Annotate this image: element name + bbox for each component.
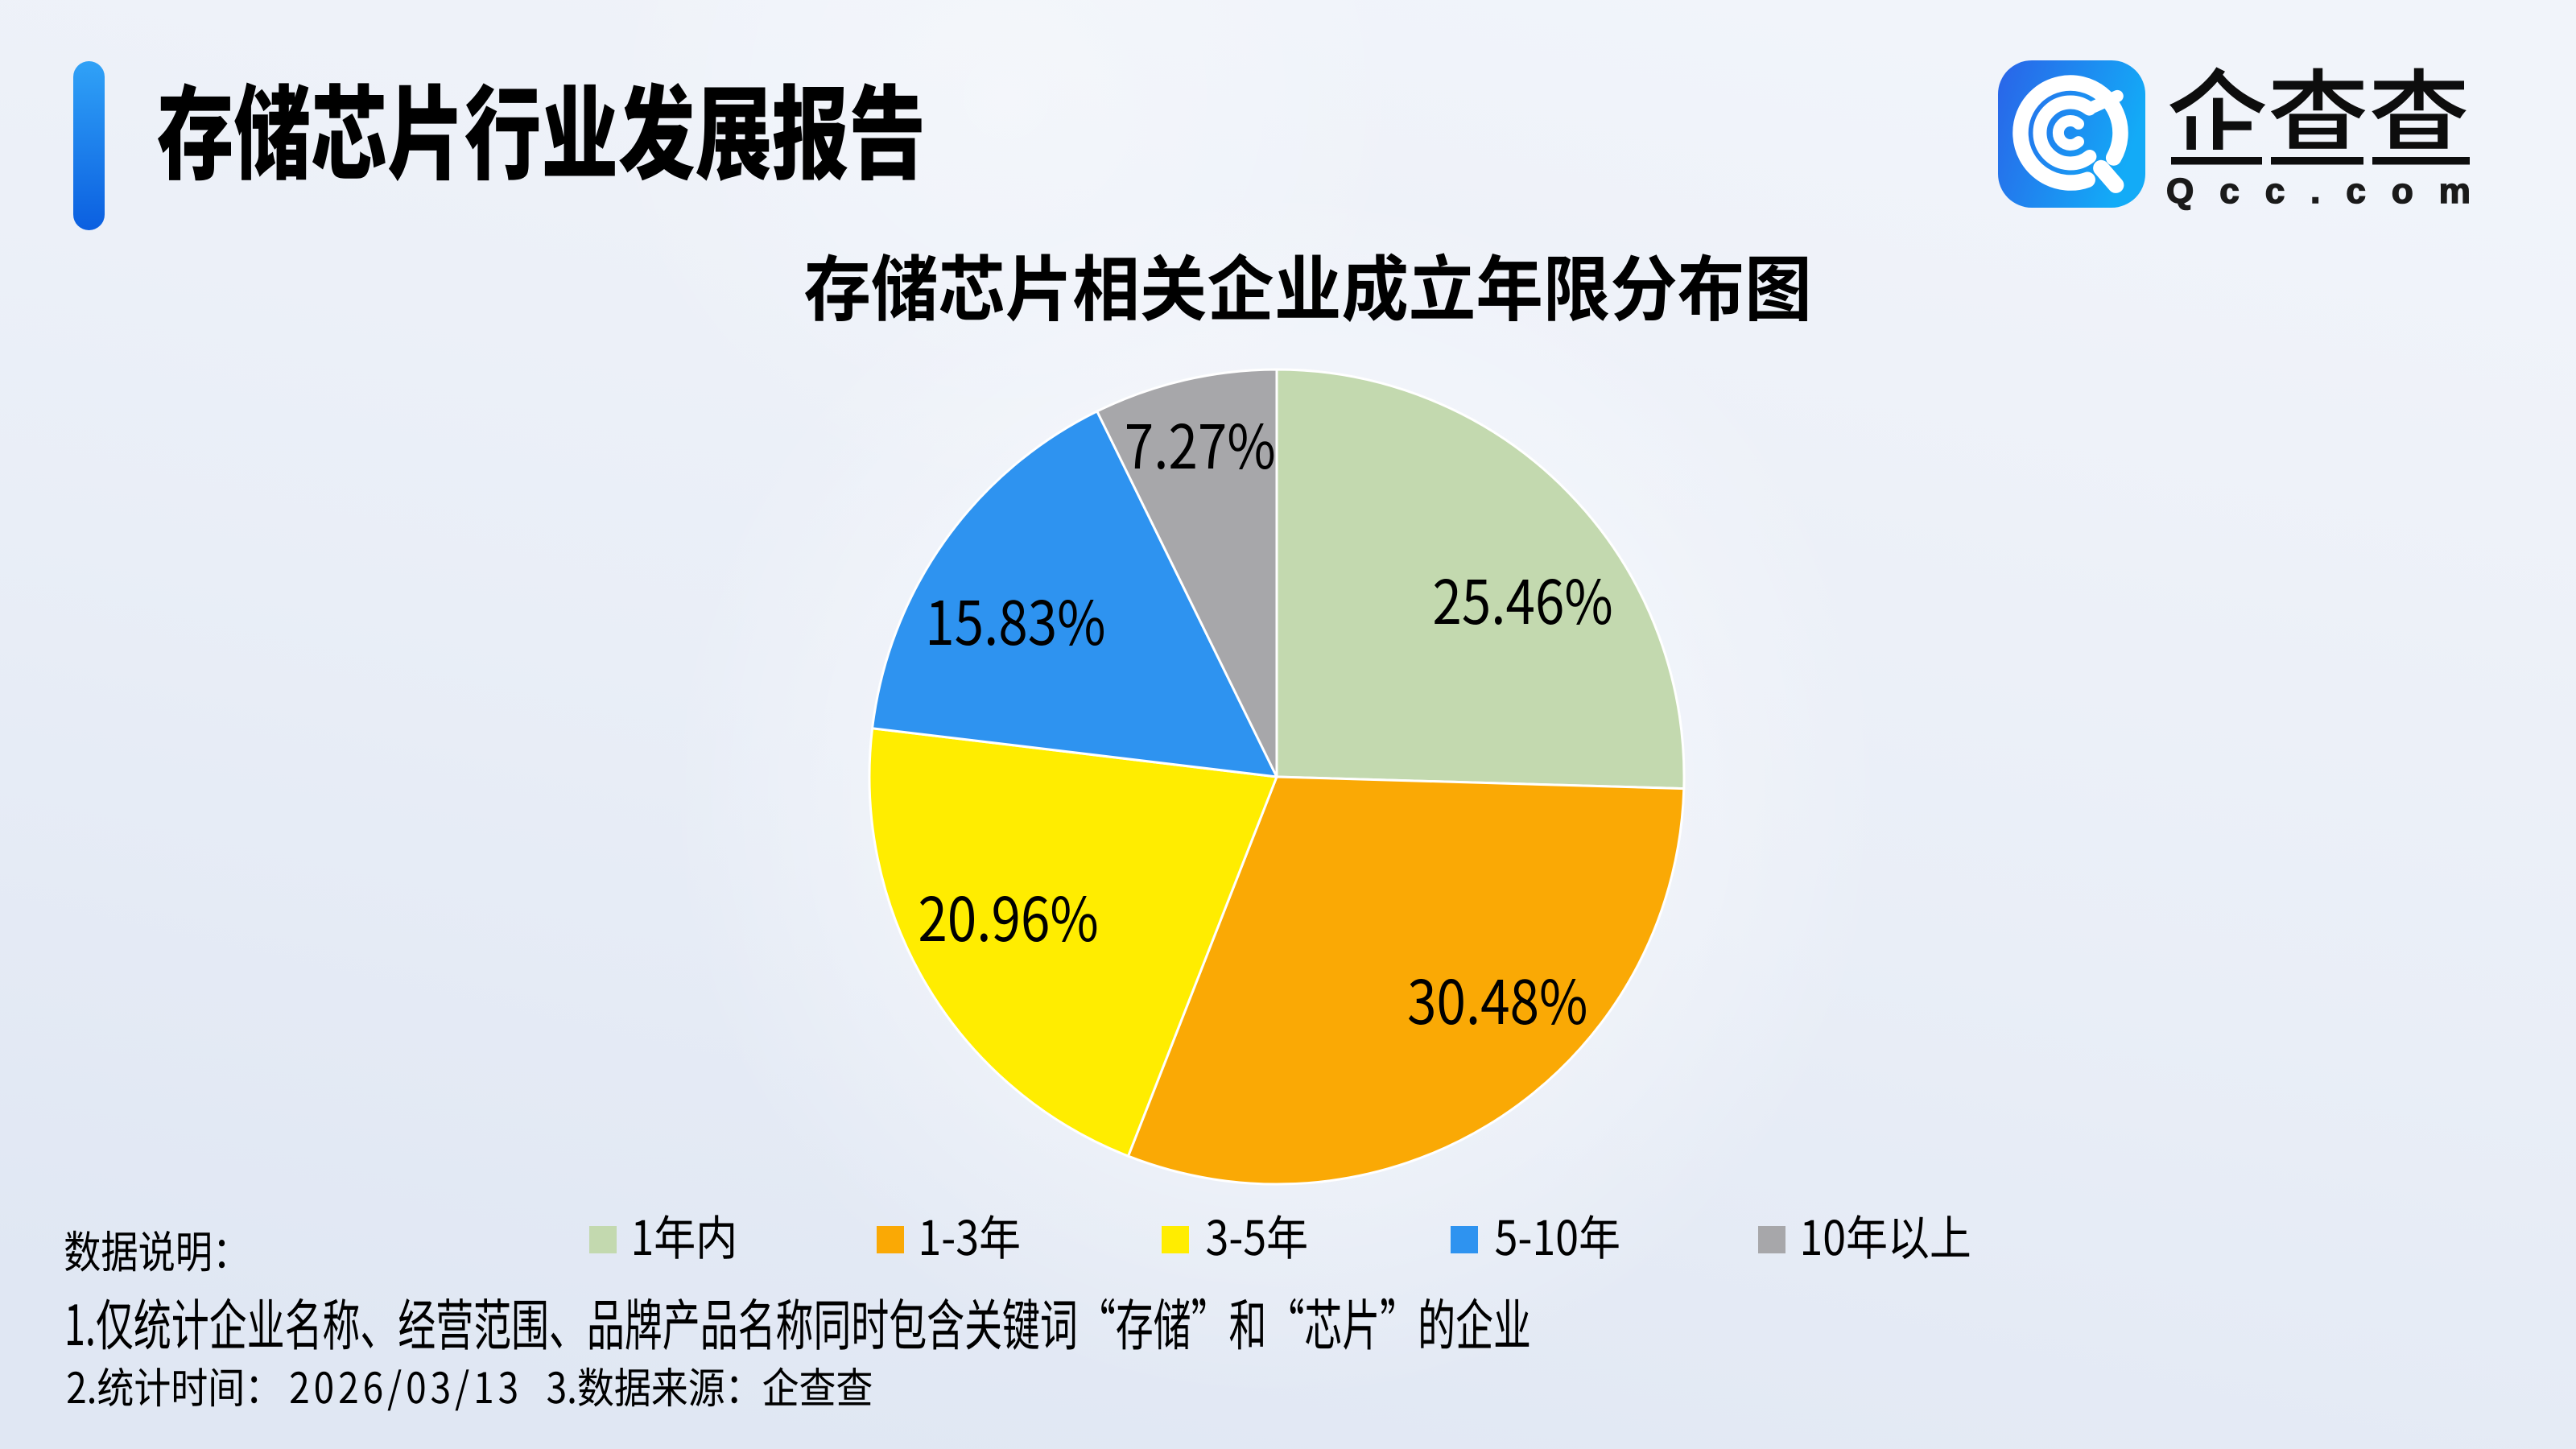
svg-text:Qcc.com: Qcc.com <box>2166 171 2496 211</box>
